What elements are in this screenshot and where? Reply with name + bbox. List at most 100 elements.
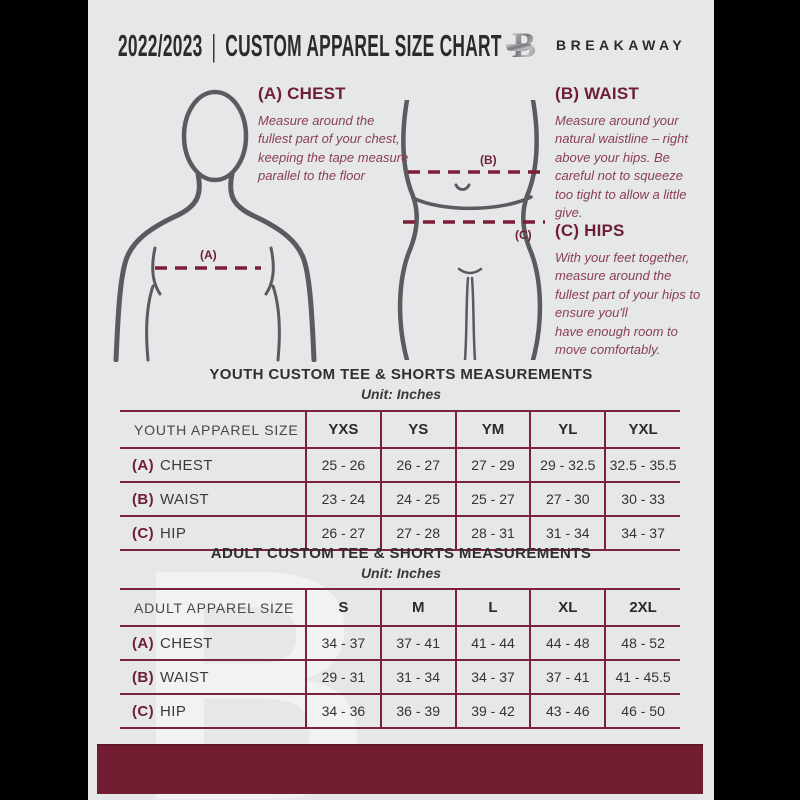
torso-chest-figure xyxy=(113,89,317,362)
size-col-header: 2XL xyxy=(604,588,680,627)
measurement-cell: 25 - 27 xyxy=(454,481,532,517)
row-label-cell: (C) HIP xyxy=(120,515,307,551)
logo-swoosh xyxy=(506,44,531,51)
measurement-cell: 34 - 37 xyxy=(454,659,532,695)
adult-size-table: ADULT APPAREL SIZE S M L XL 2XL (A) CHEST… xyxy=(120,588,680,729)
measurement-cell: 25 - 26 xyxy=(305,447,382,483)
brand-name: BREAKAWAY xyxy=(556,37,687,53)
table-row: (A) CHEST 34 - 37 37 - 41 41 - 44 44 - 48… xyxy=(120,625,680,661)
row-label-cell: (C) HIP xyxy=(120,693,307,729)
table-row: (C) HIP 34 - 36 36 - 39 39 - 42 43 - 46 4… xyxy=(120,693,680,729)
row-letter: (A) xyxy=(132,634,155,652)
measurement-cell: 41 - 44 xyxy=(454,625,532,661)
figure-left-armpit xyxy=(145,246,162,362)
youth-table-title: YOUTH CUSTOM TEE & SHORTS MEASUREMENTS xyxy=(209,366,593,383)
size-col-header: YS xyxy=(379,410,457,449)
measurement-cell: 39 - 42 xyxy=(454,693,532,729)
measurement-cell: 44 - 48 xyxy=(529,625,607,661)
size-col-header: L xyxy=(454,588,532,627)
size-col-header: YXS xyxy=(305,410,382,449)
size-col-header: YL xyxy=(529,410,607,449)
measurement-cell: 48 - 52 xyxy=(604,625,680,661)
table-row: (B) WAIST 23 - 24 24 - 25 25 - 27 27 - 30… xyxy=(120,481,680,517)
measurement-cell: 27 - 30 xyxy=(529,481,607,517)
row-letter: (C) xyxy=(132,524,155,542)
row-label-cell: (A) CHEST xyxy=(120,447,307,483)
row-label: WAIST xyxy=(160,668,209,686)
measurement-cell: 37 - 41 xyxy=(529,659,607,695)
row-label-cell: (A) CHEST xyxy=(120,625,307,661)
adult-table-title: ADULT CUSTOM TEE & SHORTS MEASUREMENTS xyxy=(210,545,592,562)
measurement-cell: 29 - 31 xyxy=(305,659,382,695)
measurement-cell: 46 - 50 xyxy=(604,693,680,729)
table-row: (B) WAIST 29 - 31 31 - 34 34 - 37 37 - 41… xyxy=(120,659,680,695)
season-label: 2022/2023 xyxy=(118,28,203,63)
measurement-cell: 36 - 39 xyxy=(379,693,457,729)
chest-line-label: (A) xyxy=(200,248,217,262)
row-label: WAIST xyxy=(160,490,209,508)
measurement-cell: 23 - 24 xyxy=(305,481,382,517)
figure-left-side xyxy=(397,100,419,360)
page-title: 2022/2023 | CUSTOM APPAREL SIZE CHART xyxy=(118,28,502,64)
measurement-cell: 41 - 45.5 xyxy=(604,659,680,695)
chest-instruction-text: Measure around the fullest part of your … xyxy=(258,113,409,184)
row-letter: (A) xyxy=(132,456,155,474)
measurement-cell: 28 - 31 xyxy=(454,515,532,551)
figure-left-shoulder-arm xyxy=(113,171,202,362)
hips-instruction-text: With your feet together, measure around … xyxy=(555,250,701,358)
measurement-cell: 26 - 27 xyxy=(305,515,382,551)
waist-instruction-heading: (B) WAIST xyxy=(555,84,639,103)
row-label-cell: (B) WAIST xyxy=(120,659,307,695)
table-row: (C) HIP 26 - 27 27 - 28 28 - 31 31 - 34 3… xyxy=(120,515,680,551)
row-label: HIP xyxy=(160,524,187,542)
size-col-header: YXL xyxy=(604,410,680,449)
hip-line-label: (C) xyxy=(515,228,532,242)
waist-instruction-text: Measure around your natural waistline – … xyxy=(555,113,688,221)
measurement-cell: 31 - 34 xyxy=(529,515,607,551)
waist-hip-figure xyxy=(397,100,545,360)
size-col-header: YM xyxy=(454,410,532,449)
measurement-cell: 29 - 32.5 xyxy=(529,447,607,483)
adult-table-unit: Unit: Inches xyxy=(360,565,442,581)
measurement-cell: 24 - 25 xyxy=(379,481,457,517)
youth-size-header-cell: YOUTH APPAREL SIZE xyxy=(120,410,307,449)
row-letter: (C) xyxy=(132,702,155,720)
figure-head xyxy=(181,89,249,183)
measurement-cell: 37 - 41 xyxy=(379,625,457,661)
title-divider: | xyxy=(211,28,217,63)
row-label: CHEST xyxy=(160,634,213,652)
chest-instruction-heading: (A) CHEST xyxy=(258,84,346,103)
chart-page: B 2022/2023 | CUSTOM APPAREL SIZE CHART B … xyxy=(88,0,714,800)
row-label: HIP xyxy=(160,702,187,720)
row-label: CHEST xyxy=(160,456,213,474)
measurement-cell: 27 - 29 xyxy=(454,447,532,483)
figure-right-armpit xyxy=(264,246,281,362)
youth-table-unit: Unit: Inches xyxy=(360,386,442,402)
letterbox-left xyxy=(0,0,88,800)
measurement-cell: 34 - 37 xyxy=(305,625,382,661)
footer-accent-bar xyxy=(97,744,703,794)
measurement-cell: 32.5 - 35.5 xyxy=(604,447,680,483)
figure-navel xyxy=(454,183,471,191)
document-title: CUSTOM APPAREL SIZE CHART xyxy=(225,28,502,63)
measurement-cell: 34 - 37 xyxy=(604,515,680,551)
size-col-header: XL xyxy=(529,588,607,627)
letterbox-right xyxy=(714,0,800,800)
youth-header-row: YOUTH APPAREL SIZE YXS YS YM YL YXL xyxy=(120,410,680,449)
size-col-header: S xyxy=(305,588,382,627)
waist-instruction: (B) WAIST Measure around your natural wa… xyxy=(555,84,701,223)
figure-hip-crease xyxy=(411,195,533,211)
measurement-cell: 27 - 28 xyxy=(379,515,457,551)
measurement-cell: 34 - 36 xyxy=(305,693,382,729)
size-col-header: M xyxy=(379,588,457,627)
adult-header-row: ADULT APPAREL SIZE S M L XL 2XL xyxy=(120,588,680,627)
waist-line-label: (B) xyxy=(480,153,497,167)
hips-instruction-heading: (C) HIPS xyxy=(555,221,625,240)
measurement-cell: 30 - 33 xyxy=(604,481,680,517)
figure-legs xyxy=(457,267,483,360)
chest-instruction: (A) CHEST Measure around the fullest par… xyxy=(258,84,410,186)
row-label-cell: (B) WAIST xyxy=(120,481,307,517)
figure-right-shoulder-arm xyxy=(228,171,317,362)
measurement-cell: 26 - 27 xyxy=(379,447,457,483)
